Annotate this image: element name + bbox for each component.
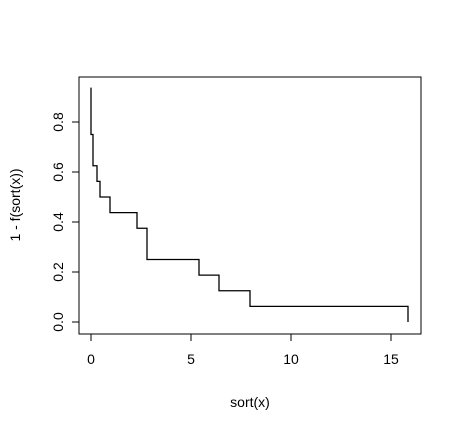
x-tick-label: 15 bbox=[383, 351, 399, 367]
y-tick-label: 0.0 bbox=[50, 312, 66, 332]
y-tick-label: 0.4 bbox=[50, 212, 66, 232]
y-tick-label: 0.2 bbox=[50, 262, 66, 282]
x-tick-label: 5 bbox=[187, 351, 195, 367]
y-tick-label: 0.6 bbox=[50, 162, 66, 182]
x-axis-label: sort(x) bbox=[230, 394, 270, 410]
step-line bbox=[90, 87, 409, 322]
y-tick-label: 0.8 bbox=[50, 112, 66, 132]
x-tick-label: 10 bbox=[283, 351, 299, 367]
x-tick-label: 0 bbox=[87, 351, 95, 367]
y-axis-label: 1 - f(sort(x)) bbox=[7, 168, 23, 241]
